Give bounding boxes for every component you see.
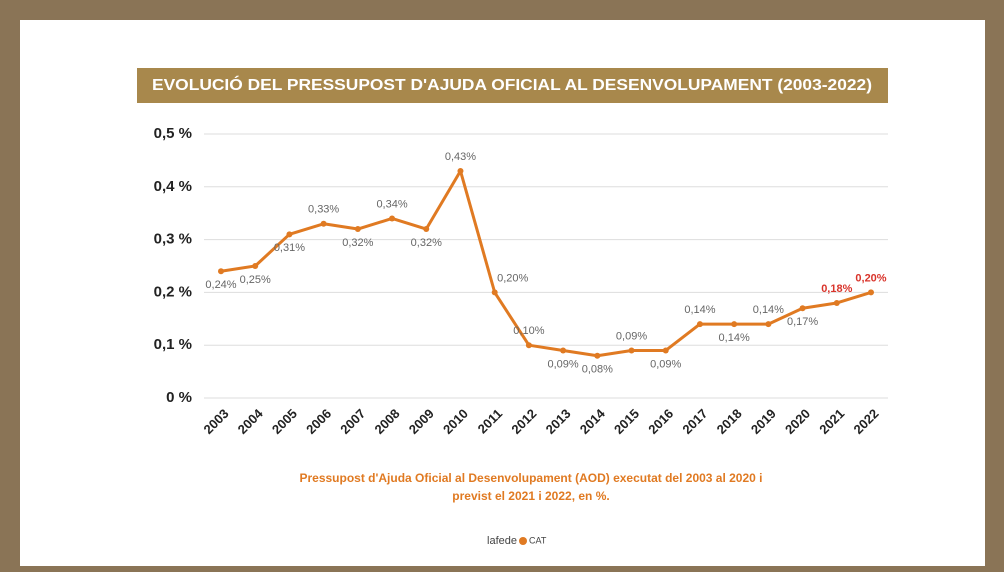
data-label: 0,31% [274,242,305,254]
marker [389,215,395,221]
data-label: 0,14% [753,304,784,316]
data-label: 0,09% [616,330,647,342]
marker [765,321,771,327]
data-label: 0,24% [205,279,236,291]
y-tick-label: 0,3 % [154,231,192,248]
y-tick-label: 0,2 % [154,283,192,300]
marker [697,321,703,327]
marker [834,300,840,306]
y-tick-label: 0,4 % [154,178,192,195]
marker [286,231,292,237]
data-label: 0,32% [342,237,373,249]
marker [321,221,327,227]
marker [492,289,498,295]
marker [594,353,600,359]
data-label: 0,14% [719,332,750,344]
marker [457,168,463,174]
data-label: 0,09% [650,358,681,370]
y-tick-label: 0 % [166,389,192,406]
chart-title: EVOLUCIÓ DEL PRESSUPOST D'AJUDA OFICIAL … [152,75,872,94]
data-label: 0,18% [821,283,852,295]
data-label: 0,10% [513,325,544,337]
marker [800,305,806,311]
data-label: 0,32% [411,237,442,249]
data-label: 0,25% [240,274,271,286]
marker [731,321,737,327]
chart: EVOLUCIÓ DEL PRESSUPOST D'AJUDA OFICIAL … [0,0,1004,572]
data-label: 0,33% [308,204,339,216]
marker [218,268,224,274]
data-label: 0,43% [445,151,476,163]
marker [252,263,258,269]
y-tick-label: 0,1 % [154,336,192,353]
caption: Pressupost d'Ajuda Oficial al Desenvolup… [299,471,762,485]
marker [526,342,532,348]
marker [355,226,361,232]
data-label: 0,20% [497,272,528,284]
marker [868,289,874,295]
page: {"chart_data": {"type": "line", "title":… [0,0,1004,572]
caption: previst el 2021 i 2022, en %. [452,489,609,503]
logo-dot [519,537,527,545]
data-label: 0,09% [548,358,579,370]
data-label: 0,34% [376,198,407,210]
data-label: 0,08% [582,364,613,376]
marker [629,347,635,353]
logo-text: lafede [487,535,517,547]
data-label: 0,17% [787,316,818,328]
data-label: 0,20% [855,272,886,284]
marker [560,347,566,353]
y-tick-label: 0,5 % [154,125,192,142]
marker [663,347,669,353]
marker [423,226,429,232]
logo-suffix: CAT [529,535,547,545]
data-label: 0,14% [684,304,715,316]
